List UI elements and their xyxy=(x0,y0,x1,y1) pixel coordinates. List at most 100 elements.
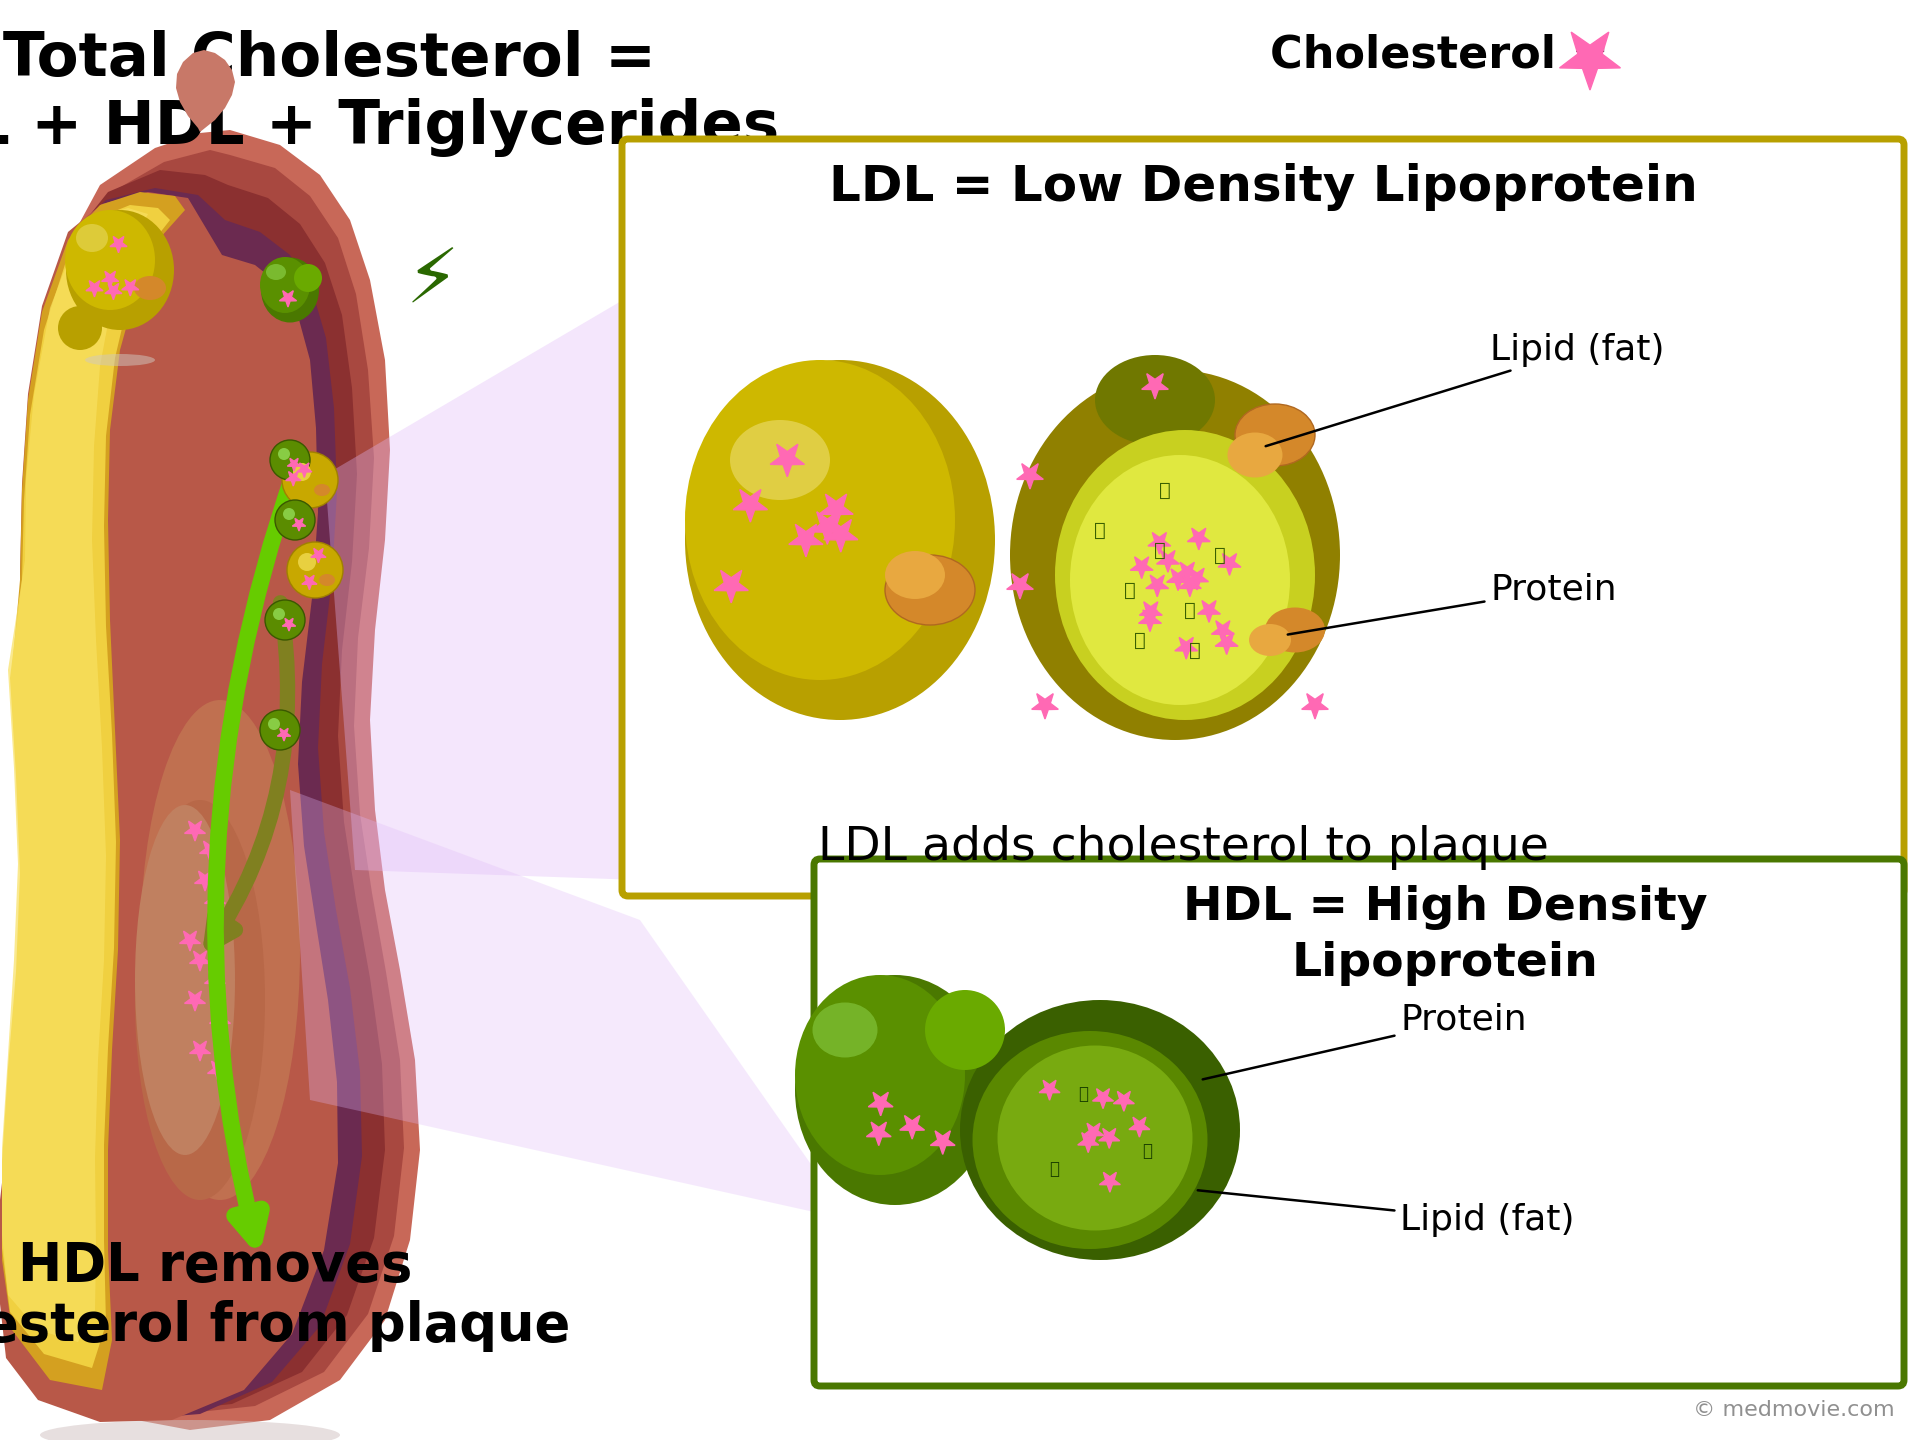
Polygon shape xyxy=(209,1011,230,1031)
Text: ✋: ✋ xyxy=(1135,631,1146,649)
Polygon shape xyxy=(810,511,845,544)
Ellipse shape xyxy=(261,258,319,323)
Polygon shape xyxy=(1100,1172,1121,1192)
Text: ✋: ✋ xyxy=(1154,540,1165,560)
Text: LDL adds cholesterol to plaque: LDL adds cholesterol to plaque xyxy=(818,825,1548,870)
Circle shape xyxy=(278,448,290,459)
Text: Total Cholesterol =
LDL + HDL + Triglycerides: Total Cholesterol = LDL + HDL + Triglyce… xyxy=(0,30,780,157)
Polygon shape xyxy=(290,791,851,1220)
Polygon shape xyxy=(1559,32,1620,89)
Circle shape xyxy=(298,553,317,572)
Polygon shape xyxy=(1302,694,1329,719)
Ellipse shape xyxy=(1094,356,1215,445)
Polygon shape xyxy=(1114,1092,1135,1112)
Polygon shape xyxy=(1039,1080,1060,1100)
Ellipse shape xyxy=(40,1420,340,1440)
Polygon shape xyxy=(868,1093,893,1116)
Polygon shape xyxy=(1139,611,1162,632)
Ellipse shape xyxy=(319,575,334,586)
Polygon shape xyxy=(1167,569,1190,590)
Polygon shape xyxy=(1179,575,1202,596)
Polygon shape xyxy=(1156,550,1179,572)
Polygon shape xyxy=(714,570,749,603)
Ellipse shape xyxy=(140,700,300,1200)
Ellipse shape xyxy=(1250,624,1290,657)
Polygon shape xyxy=(1187,528,1210,550)
Ellipse shape xyxy=(998,1045,1192,1231)
Circle shape xyxy=(282,452,338,508)
Ellipse shape xyxy=(885,554,975,625)
Text: © medmovie.com: © medmovie.com xyxy=(1693,1400,1895,1420)
Ellipse shape xyxy=(685,360,995,720)
Polygon shape xyxy=(1006,573,1033,599)
Polygon shape xyxy=(1142,373,1167,399)
Polygon shape xyxy=(205,971,225,991)
Polygon shape xyxy=(2,204,171,1368)
Text: Lipid (fat): Lipid (fat) xyxy=(1265,333,1665,446)
FancyBboxPatch shape xyxy=(814,860,1905,1385)
Polygon shape xyxy=(824,520,858,552)
Ellipse shape xyxy=(1010,370,1340,740)
Circle shape xyxy=(269,719,280,730)
Circle shape xyxy=(265,600,305,639)
Text: ✋: ✋ xyxy=(1094,520,1106,540)
Polygon shape xyxy=(207,1061,228,1081)
Polygon shape xyxy=(106,284,123,300)
Polygon shape xyxy=(1139,602,1162,624)
Polygon shape xyxy=(177,50,234,132)
Ellipse shape xyxy=(812,1002,877,1057)
Polygon shape xyxy=(1212,621,1235,642)
Circle shape xyxy=(275,500,315,540)
Ellipse shape xyxy=(134,805,234,1155)
Polygon shape xyxy=(2,207,148,1342)
Text: ✋: ✋ xyxy=(1160,481,1171,500)
Ellipse shape xyxy=(134,801,265,1200)
Polygon shape xyxy=(324,289,639,880)
Polygon shape xyxy=(184,821,205,841)
Text: ✋: ✋ xyxy=(1050,1159,1060,1178)
Polygon shape xyxy=(1018,464,1043,490)
Circle shape xyxy=(294,264,323,292)
Polygon shape xyxy=(1148,533,1171,554)
Polygon shape xyxy=(288,458,301,471)
Polygon shape xyxy=(194,871,215,891)
Polygon shape xyxy=(866,1122,891,1146)
Polygon shape xyxy=(1217,553,1240,576)
Polygon shape xyxy=(2,192,184,1390)
Polygon shape xyxy=(1077,1133,1098,1152)
Ellipse shape xyxy=(267,264,286,279)
Circle shape xyxy=(58,307,102,350)
Circle shape xyxy=(294,464,311,481)
Polygon shape xyxy=(86,281,104,297)
Polygon shape xyxy=(1031,694,1058,719)
Polygon shape xyxy=(301,575,317,590)
Ellipse shape xyxy=(77,225,108,252)
Ellipse shape xyxy=(1054,431,1315,720)
Ellipse shape xyxy=(65,210,156,310)
Circle shape xyxy=(282,508,296,520)
Text: Protein: Protein xyxy=(1202,1004,1526,1080)
Text: ✋: ✋ xyxy=(1142,1142,1152,1161)
FancyBboxPatch shape xyxy=(622,140,1905,896)
Polygon shape xyxy=(298,462,311,478)
Ellipse shape xyxy=(315,484,330,495)
Polygon shape xyxy=(733,490,768,523)
Polygon shape xyxy=(1175,562,1198,585)
Polygon shape xyxy=(17,130,420,1430)
Polygon shape xyxy=(282,618,296,631)
Polygon shape xyxy=(102,271,119,288)
Text: Lipid (fat): Lipid (fat) xyxy=(1198,1191,1574,1237)
Polygon shape xyxy=(215,922,236,940)
Ellipse shape xyxy=(84,354,156,366)
Ellipse shape xyxy=(259,256,309,312)
Polygon shape xyxy=(121,279,138,297)
Polygon shape xyxy=(931,1130,954,1155)
Polygon shape xyxy=(311,549,326,563)
Polygon shape xyxy=(286,471,301,487)
Ellipse shape xyxy=(1069,455,1290,706)
Polygon shape xyxy=(1175,638,1198,660)
Ellipse shape xyxy=(134,276,165,300)
Polygon shape xyxy=(184,991,205,1011)
Ellipse shape xyxy=(730,420,829,500)
Polygon shape xyxy=(1146,575,1169,596)
